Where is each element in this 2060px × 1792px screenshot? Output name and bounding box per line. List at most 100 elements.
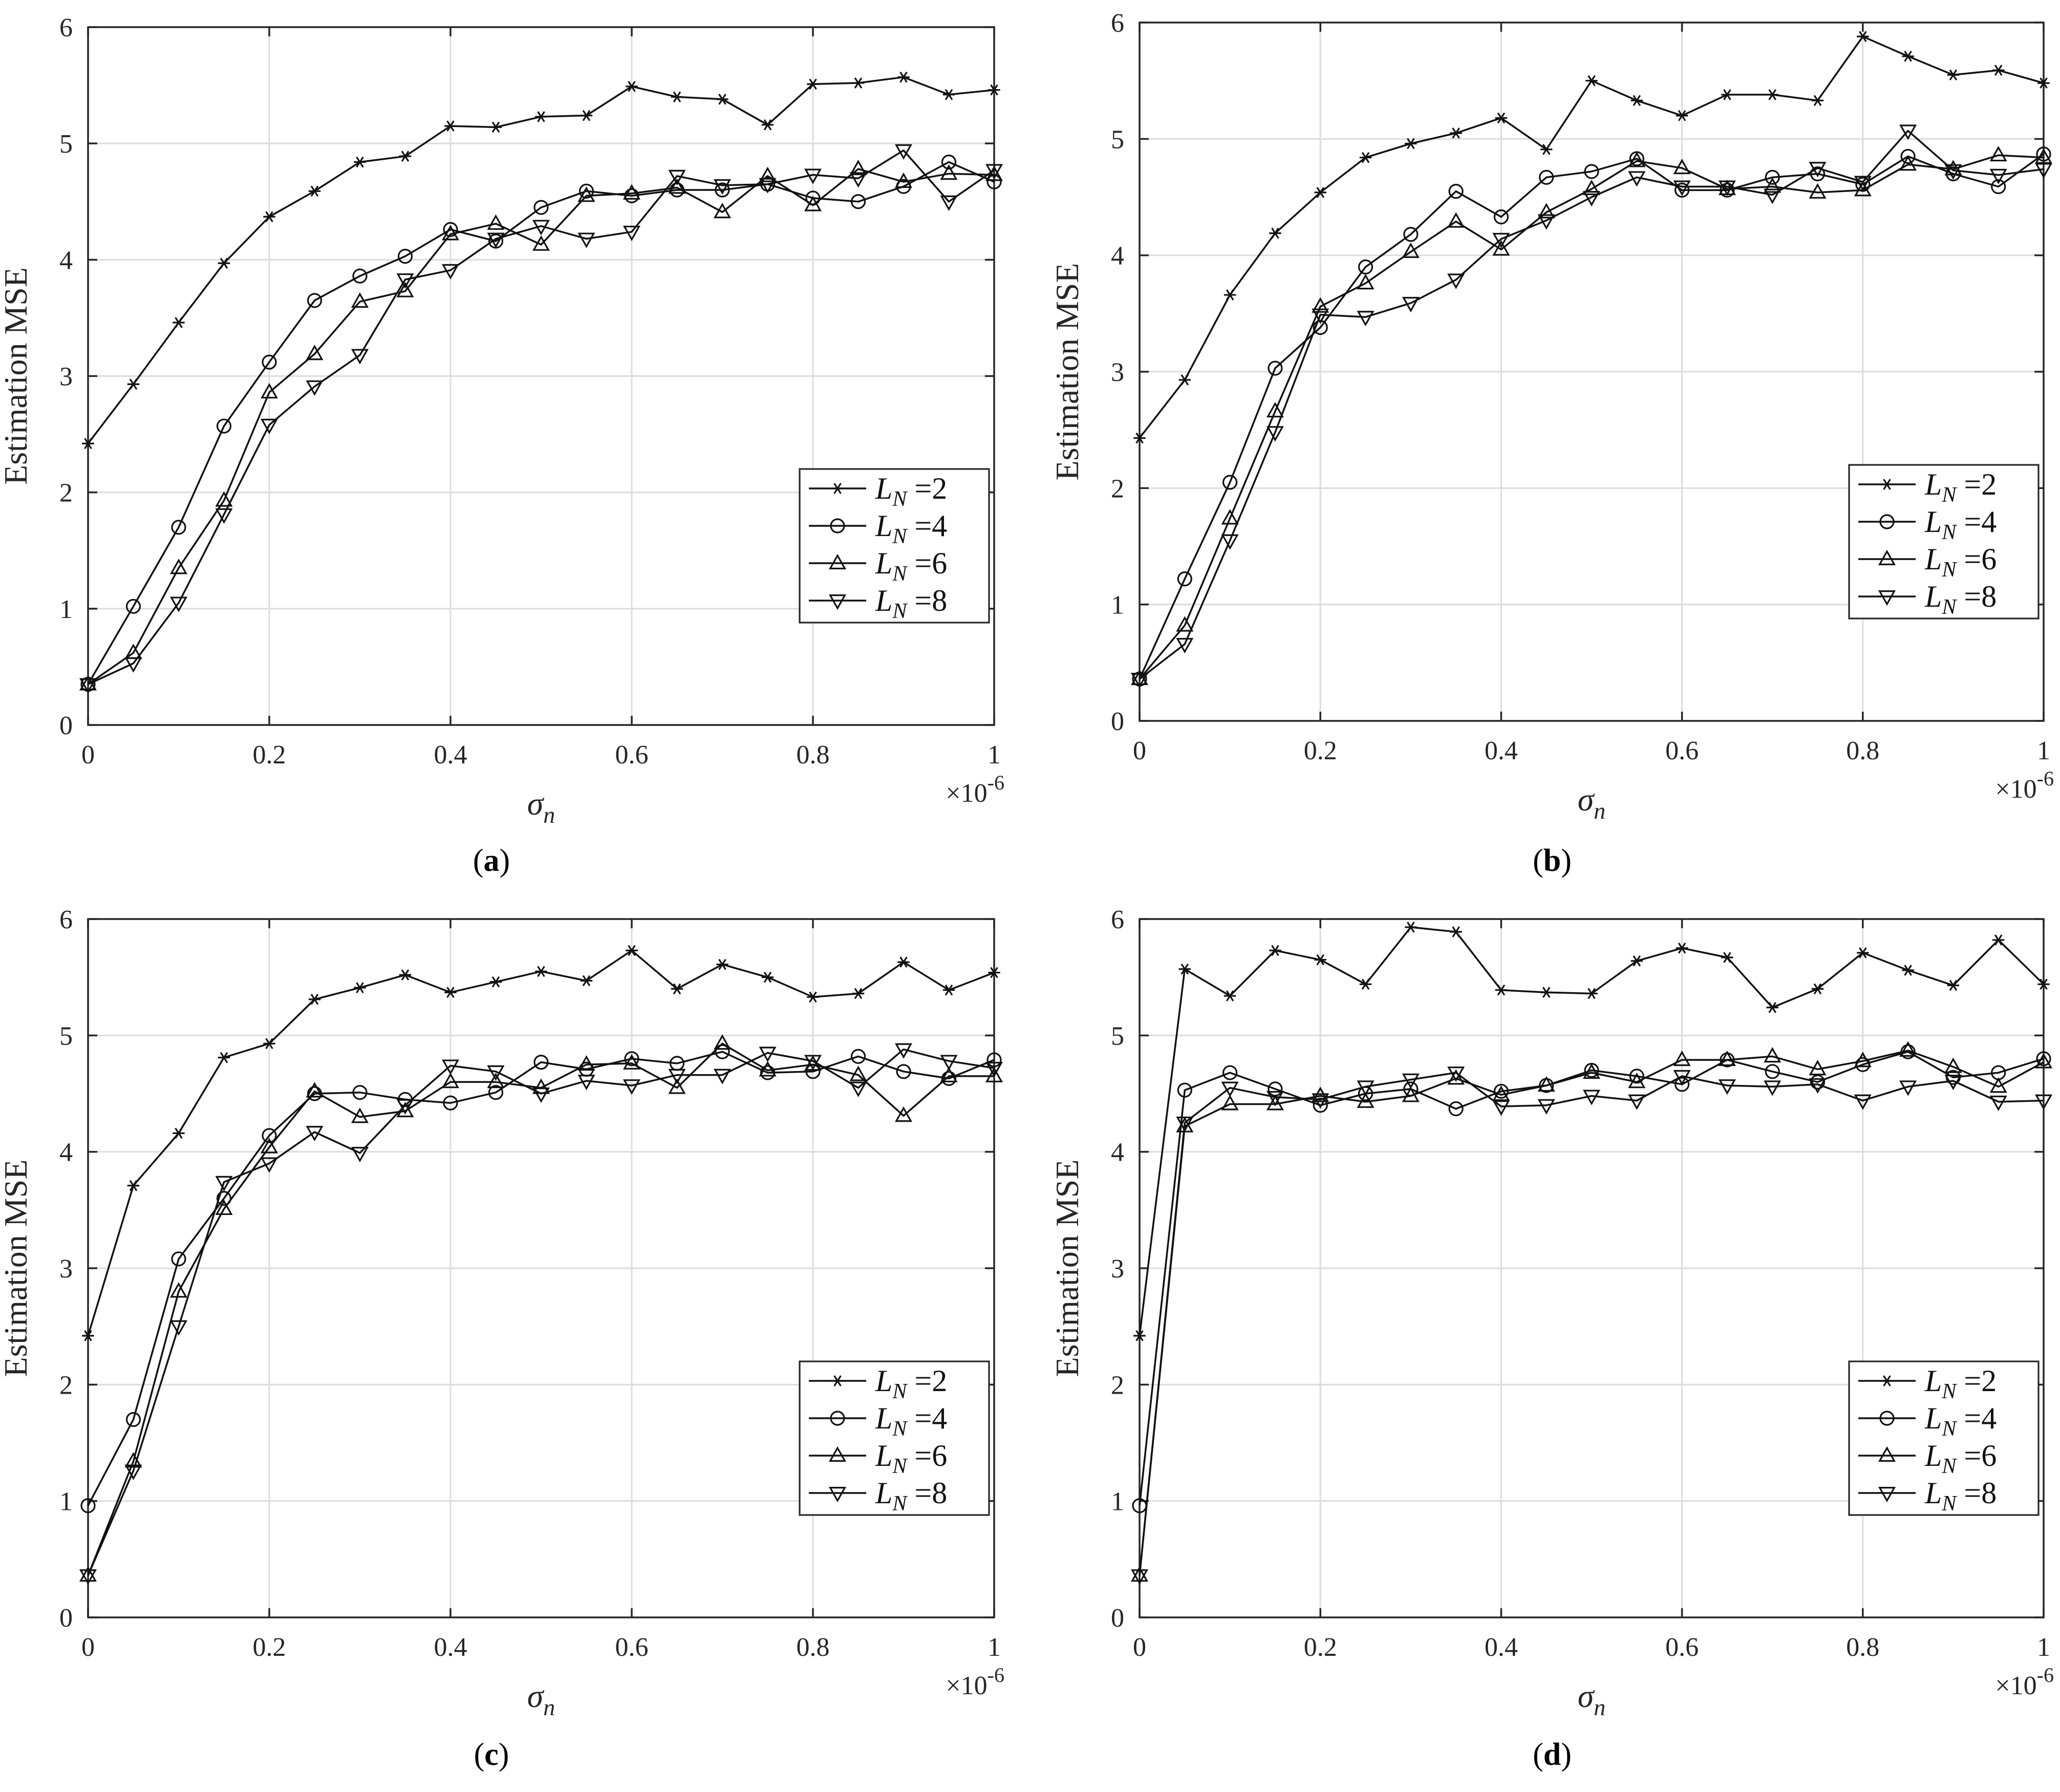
data-point-triangle-up (759, 1061, 777, 1077)
data-point-circle (1720, 182, 1735, 198)
data-point-triangle-up (1899, 155, 1917, 171)
data-point-asterisk (1314, 187, 1326, 198)
data-point-triangle-down (713, 1069, 732, 1084)
data-point-circle (533, 200, 549, 215)
y-tick-label: 3 (59, 362, 73, 392)
data-point-triangle-down (306, 380, 324, 396)
data-point-asterisk (1540, 987, 1553, 998)
data-point-circle (986, 1052, 1002, 1068)
data-point-triangle-down (849, 172, 867, 188)
data-point-circle (1900, 148, 1916, 164)
data-point-circle (941, 154, 957, 170)
data-point-triangle-down (1899, 1080, 1917, 1096)
data-point-triangle-down (713, 179, 732, 195)
data-point-asterisk (1902, 51, 1914, 62)
x-tick-label: 0.6 (615, 1633, 649, 1662)
data-point-circle (262, 1128, 277, 1143)
data-point-asterisk (897, 71, 910, 83)
data-point-circle (2036, 1051, 2051, 1066)
legend-label: LN =6 (875, 546, 947, 586)
data-point-asterisk (399, 151, 412, 162)
subfigure-caption: (d) (1533, 1737, 1572, 1772)
data-point-triangle-up (668, 178, 686, 194)
data-point-asterisk (761, 971, 774, 983)
data-point-triangle-down (1764, 1080, 1782, 1096)
data-point-triangle-down (1944, 1074, 1962, 1091)
x-tick-label: 0.4 (434, 1633, 467, 1662)
data-point-triangle-down (1357, 311, 1375, 327)
y-tick-label: 3 (1111, 1254, 1124, 1284)
data-point-triangle-up (79, 1566, 97, 1582)
y-tick-label: 5 (1111, 125, 1124, 154)
data-point-triangle-up (1899, 1041, 1917, 1057)
data-point-triangle-up (1673, 1050, 1691, 1066)
data-point-asterisk (626, 81, 638, 92)
y-tick-label: 0 (59, 1604, 73, 1633)
y-tick-label: 1 (59, 595, 73, 624)
data-point-triangle-up (1447, 212, 1465, 228)
y-tick-label: 6 (59, 13, 73, 42)
chart-panel-2: 0 0.2 0.4 0.6 0.8 1 0 1 2 3 4 5 6 ×10-6 σn Estimation M… (1049, 9, 2054, 824)
data-point-triangle-down (1854, 1094, 1872, 1110)
legend-label: LN =2 (1924, 467, 1997, 507)
y-tick-label: 1 (1111, 591, 1124, 620)
x-tick-label: 0.2 (253, 740, 286, 770)
data-point-triangle-up (940, 164, 958, 180)
y-tick-label: 0 (1111, 1604, 1124, 1633)
data-point-triangle-down (79, 678, 97, 694)
legend-marker-triangle-up (828, 1446, 847, 1462)
data-point-triangle-up (1402, 1086, 1420, 1102)
x-tick-label: 0.4 (1485, 1633, 1518, 1662)
data-point-asterisk (1495, 112, 1508, 124)
data-point-triangle-up (1582, 1063, 1601, 1079)
series-line-triangle-down (1139, 1072, 2044, 1576)
data-point-triangle-up (2034, 148, 2053, 164)
legend-marker-asterisk (831, 483, 844, 494)
data-point-triangle-down (532, 1087, 550, 1103)
series-line-circle (1139, 153, 2045, 679)
data-point-circle (850, 194, 866, 209)
data-point-triangle-up (713, 202, 732, 219)
x-axis-label: σn (527, 785, 555, 828)
data-point-asterisk (1450, 926, 1462, 937)
y-tick-label: 6 (1111, 9, 1124, 38)
data-point-triangle-down (487, 1065, 505, 1081)
series-line-triangle-up (1139, 1050, 2044, 1576)
x-scale-note: ×10-6 (946, 1663, 1004, 1700)
data-point-circle (1268, 360, 1283, 376)
data-point-circle (171, 1251, 186, 1267)
data-point-circle (1177, 571, 1192, 587)
legend-marker-circle (1879, 514, 1895, 529)
data-point-circle (1177, 1082, 1192, 1098)
data-point-circle (1222, 475, 1238, 490)
data-point-asterisk (354, 982, 366, 993)
data-point-circle (760, 1065, 776, 1080)
data-point-circle (1675, 1077, 1690, 1092)
data-point-triangle-down (441, 1059, 460, 1075)
data-point-triangle-down (1537, 214, 1555, 230)
data-point-triangle-up (1628, 1073, 1646, 1089)
data-point-asterisk (354, 156, 366, 168)
legend-marker-triangle-up (828, 553, 847, 570)
data-point-triangle-up (1492, 1085, 1510, 1101)
data-point-triangle-down (1176, 1116, 1194, 1133)
data-point-asterisk (988, 967, 1000, 978)
data-point-asterisk (263, 1038, 275, 1050)
data-point-triangle-down (1628, 1094, 1646, 1110)
data-point-triangle-down (1989, 1095, 2007, 1112)
data-point-triangle-up (1266, 402, 1284, 418)
data-point-triangle-down (124, 657, 142, 673)
data-point-asterisk (716, 958, 728, 970)
x-tick-label: 0.6 (1665, 1633, 1699, 1662)
y-axis-label: Estimation MSE (0, 1160, 34, 1377)
y-tick-label: 1 (59, 1487, 73, 1517)
legend-marker-asterisk (1881, 1375, 1893, 1386)
data-point-circle (488, 1085, 504, 1100)
data-point-asterisk (1676, 110, 1688, 121)
data-point-triangle-down (940, 195, 958, 211)
data-point-circle (578, 183, 594, 199)
data-point-asterisk (1224, 289, 1236, 301)
series-line-triangle-up (88, 168, 995, 685)
x-tick-label: 0.2 (253, 1633, 286, 1662)
y-tick-label: 3 (59, 1254, 73, 1284)
